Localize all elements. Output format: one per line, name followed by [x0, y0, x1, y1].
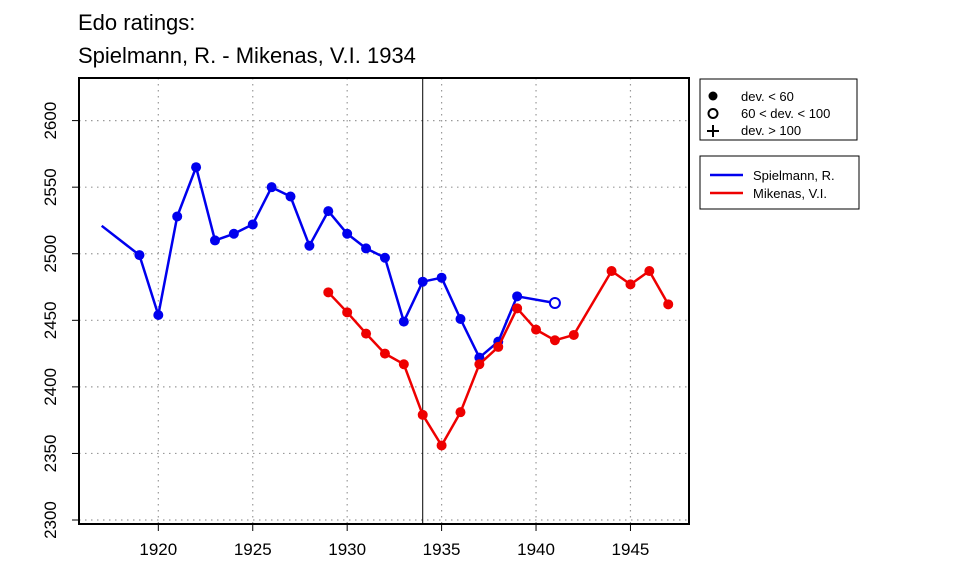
chart-title: Edo ratings: Spielmann, R. - Mikenas, V.… — [78, 10, 416, 68]
data-point-spielmann-r-1936 — [455, 313, 466, 324]
x-tick-label-1940: 1940 — [517, 540, 555, 559]
x-tick-label-1925: 1925 — [234, 540, 272, 559]
y-axis: 2300 2350 2400 2450 2500 2550 2600 — [41, 102, 79, 539]
series-line-spielmann-r — [100, 165, 556, 359]
data-point-spielmann-r-1929 — [323, 206, 334, 217]
data-point-mikenas-v-i-1940 — [531, 324, 542, 335]
data-point-mikenas-v-i-1947 — [663, 299, 674, 310]
series-mikenas-v-i — [323, 266, 674, 451]
data-point-spielmann-r-1920 — [153, 309, 164, 320]
data-point-mikenas-v-i-1929 — [323, 287, 334, 298]
data-point-spielmann-r-1939 — [512, 291, 523, 302]
x-tick-label-1930: 1930 — [328, 540, 366, 559]
legend-plus-icon — [707, 125, 719, 137]
legend-series: Spielmann, R. Mikenas, V.I. — [699, 155, 860, 210]
data-point-spielmann-r-1921 — [172, 211, 183, 222]
chart-title-line-1: Edo ratings: — [78, 10, 195, 35]
data-point-mikenas-v-i-1942 — [568, 329, 579, 340]
data-point-mikenas-v-i-1935 — [436, 440, 447, 451]
data-point-mikenas-v-i-1945 — [625, 279, 636, 290]
x-tick-label-1945: 1945 — [612, 540, 650, 559]
data-point-mikenas-v-i-1946 — [644, 266, 655, 277]
data-point-mikenas-v-i-1939 — [512, 303, 523, 314]
plot-frame — [78, 77, 690, 525]
legend-deviation-label-3: dev. > 100 — [741, 123, 801, 138]
x-axis: 1920 1925 1930 1935 1940 1945 — [139, 524, 649, 559]
data-point-mikenas-v-i-1931 — [361, 328, 372, 339]
data-point-mikenas-v-i-1934 — [417, 409, 428, 420]
series-spielmann-r — [100, 162, 561, 363]
y-tick-label-2600: 2600 — [41, 102, 60, 140]
data-point-spielmann-r-1924 — [228, 228, 239, 239]
data-point-mikenas-v-i-1937 — [474, 359, 485, 370]
y-tick-label-2300: 2300 — [41, 501, 60, 539]
data-point-spielmann-r-1930 — [342, 228, 353, 239]
legend-deviation-label-2: 60 < dev. < 100 — [741, 106, 830, 121]
data-point-mikenas-v-i-1938 — [493, 341, 504, 352]
data-point-spielmann-r-1935 — [436, 272, 447, 283]
legend-open-circle-icon — [707, 108, 719, 119]
gridlines — [79, 78, 689, 524]
data-point-spielmann-r-1926 — [266, 182, 277, 193]
chart-title-line-2: Spielmann, R. - Mikenas, V.I. 1934 — [78, 43, 416, 68]
data-point-spielmann-r-1941 — [548, 296, 561, 309]
y-tick-label-2450: 2450 — [41, 301, 60, 339]
data-point-spielmann-r-1927 — [285, 191, 296, 202]
data-point-spielmann-r-1919 — [134, 250, 145, 261]
legend-deviation: dev. < 60 60 < dev. < 100 dev. > 100 — [699, 78, 858, 141]
data-point-spielmann-r-1934 — [417, 276, 428, 287]
y-tick-label-2400: 2400 — [41, 368, 60, 406]
x-tick-label-1935: 1935 — [423, 540, 461, 559]
y-tick-label-2550: 2550 — [41, 168, 60, 206]
series-line-mikenas-v-i — [327, 269, 670, 447]
data-point-spielmann-r-1933 — [398, 316, 409, 327]
data-point-spielmann-r-1931 — [361, 243, 372, 254]
data-point-spielmann-r-1922 — [191, 162, 202, 173]
data-point-mikenas-v-i-1941 — [549, 335, 560, 346]
data-point-mikenas-v-i-1944 — [606, 266, 617, 277]
legend-deviation-box — [699, 78, 858, 141]
data-point-mikenas-v-i-1936 — [455, 407, 466, 418]
data-point-mikenas-v-i-1933 — [398, 359, 409, 370]
legend-filled-circle-icon — [708, 91, 718, 101]
legend-series-label-spielmann: Spielmann, R. — [753, 168, 835, 183]
legend-deviation-label-1: dev. < 60 — [741, 89, 794, 104]
x-tick-label-1920: 1920 — [139, 540, 177, 559]
y-tick-label-2350: 2350 — [41, 435, 60, 473]
data-point-spielmann-r-1932 — [379, 252, 390, 263]
data-point-spielmann-r-1928 — [304, 240, 315, 251]
legend-series-label-mikenas: Mikenas, V.I. — [753, 186, 827, 201]
data-point-spielmann-r-1923 — [209, 235, 220, 246]
data-point-mikenas-v-i-1932 — [379, 348, 390, 359]
y-tick-label-2500: 2500 — [41, 235, 60, 273]
data-point-mikenas-v-i-1930 — [342, 307, 353, 318]
legend-series-box — [699, 155, 860, 210]
series-group — [100, 162, 674, 451]
data-point-spielmann-r-1925 — [247, 219, 258, 230]
